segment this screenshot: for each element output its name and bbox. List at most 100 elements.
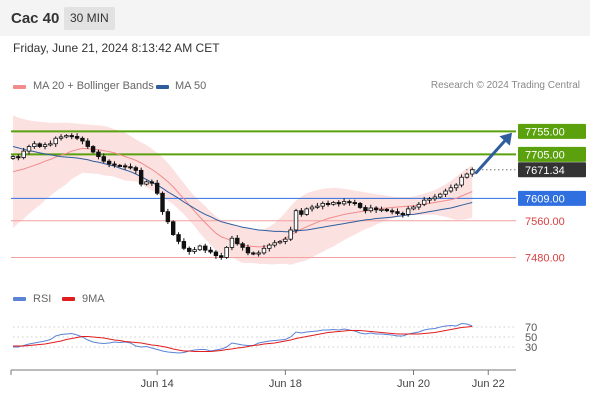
candle [363,205,368,214]
ma9-legend-label: 9MA [82,293,105,305]
candle-body [464,173,470,178]
candle-body [315,205,320,208]
candle [416,202,422,210]
candle [101,153,106,164]
candle-body [288,229,293,240]
candle [320,201,325,210]
candle [331,201,336,206]
candle [288,226,293,241]
candle [74,133,80,141]
candle-body [42,144,48,147]
candle [427,196,432,204]
candle-body [256,252,261,255]
forecast-arrow-shaft [474,139,507,175]
candle-body [363,207,368,212]
candle [315,202,320,209]
candle-body [454,184,459,189]
candle-body [181,241,187,249]
candle-body [432,196,438,200]
candle [48,140,53,147]
level-label-box [518,162,586,178]
candle [229,235,235,251]
candle [69,133,74,140]
candle [384,207,389,213]
candle [170,220,176,236]
candle-body [96,151,101,158]
x-tick-label: Jun 22 [472,378,505,390]
candle-body [405,208,411,215]
candle-body [32,143,37,147]
candle [128,163,133,170]
candle-body [213,251,219,257]
candle-body [437,193,443,198]
candle-body [245,246,251,254]
candle [267,243,272,252]
instrument-title: Cac 40 [11,10,60,27]
candle [58,134,64,141]
rsi-axis-label: 50 [525,332,537,344]
candle [459,174,464,188]
candle-body [267,244,272,249]
header-bar: Cac 40 30 MIN [0,0,590,36]
candle-body [219,255,224,258]
candle-body [251,252,256,255]
candle [261,245,267,255]
candle [352,199,357,206]
candle [144,180,149,186]
candle-body [149,181,155,184]
candle [405,206,411,217]
candle [10,155,16,160]
candle-body [144,181,149,185]
x-tick-label: Jun 18 [269,378,302,390]
candle-body [331,202,336,205]
candle-body [427,198,432,201]
rsi-axis-label: 30 [525,342,537,354]
level-label-box [518,146,586,162]
candle [272,240,277,248]
candle-body [395,211,400,214]
research-credit: Research © 2024 Trading Central [430,80,580,91]
candle-body [443,190,448,195]
ma50-legend-swatch [156,85,169,89]
candle-body [384,208,389,212]
candle-body [235,237,240,245]
timeframe-button[interactable]: 30 MIN [64,7,115,30]
candle-body [53,137,58,145]
candle-body [117,164,122,167]
candle [299,207,304,217]
candle [90,145,96,154]
rsi-series-rsi [13,322,473,354]
candle-body [21,150,26,158]
candle-body [336,202,341,205]
candle [240,241,245,251]
candle-body [373,207,379,211]
candle-body [112,163,117,166]
level-label-red: 7480.00 [525,252,565,264]
candle [37,142,42,148]
bollinger-band-area [13,115,473,265]
candle [325,200,331,207]
candle [437,192,443,199]
candle-body [138,169,144,185]
candle-body [16,156,21,159]
candle [80,136,85,145]
candle-body [309,206,315,210]
candle [219,252,224,260]
candle [454,183,459,191]
level-label-red: 7560.00 [525,216,565,228]
candle [421,196,427,207]
ma50-line [12,146,473,233]
candle-body [176,234,181,242]
rsi-legend-label: RSI [33,293,52,305]
candle-body [357,202,363,208]
candle [256,250,261,257]
candle-body [347,201,352,204]
candle [443,188,448,197]
candle [192,246,197,254]
candle-body [240,243,245,248]
candle [277,240,283,245]
candle-body [133,167,139,171]
candle-body [101,156,106,162]
candle [138,167,144,187]
